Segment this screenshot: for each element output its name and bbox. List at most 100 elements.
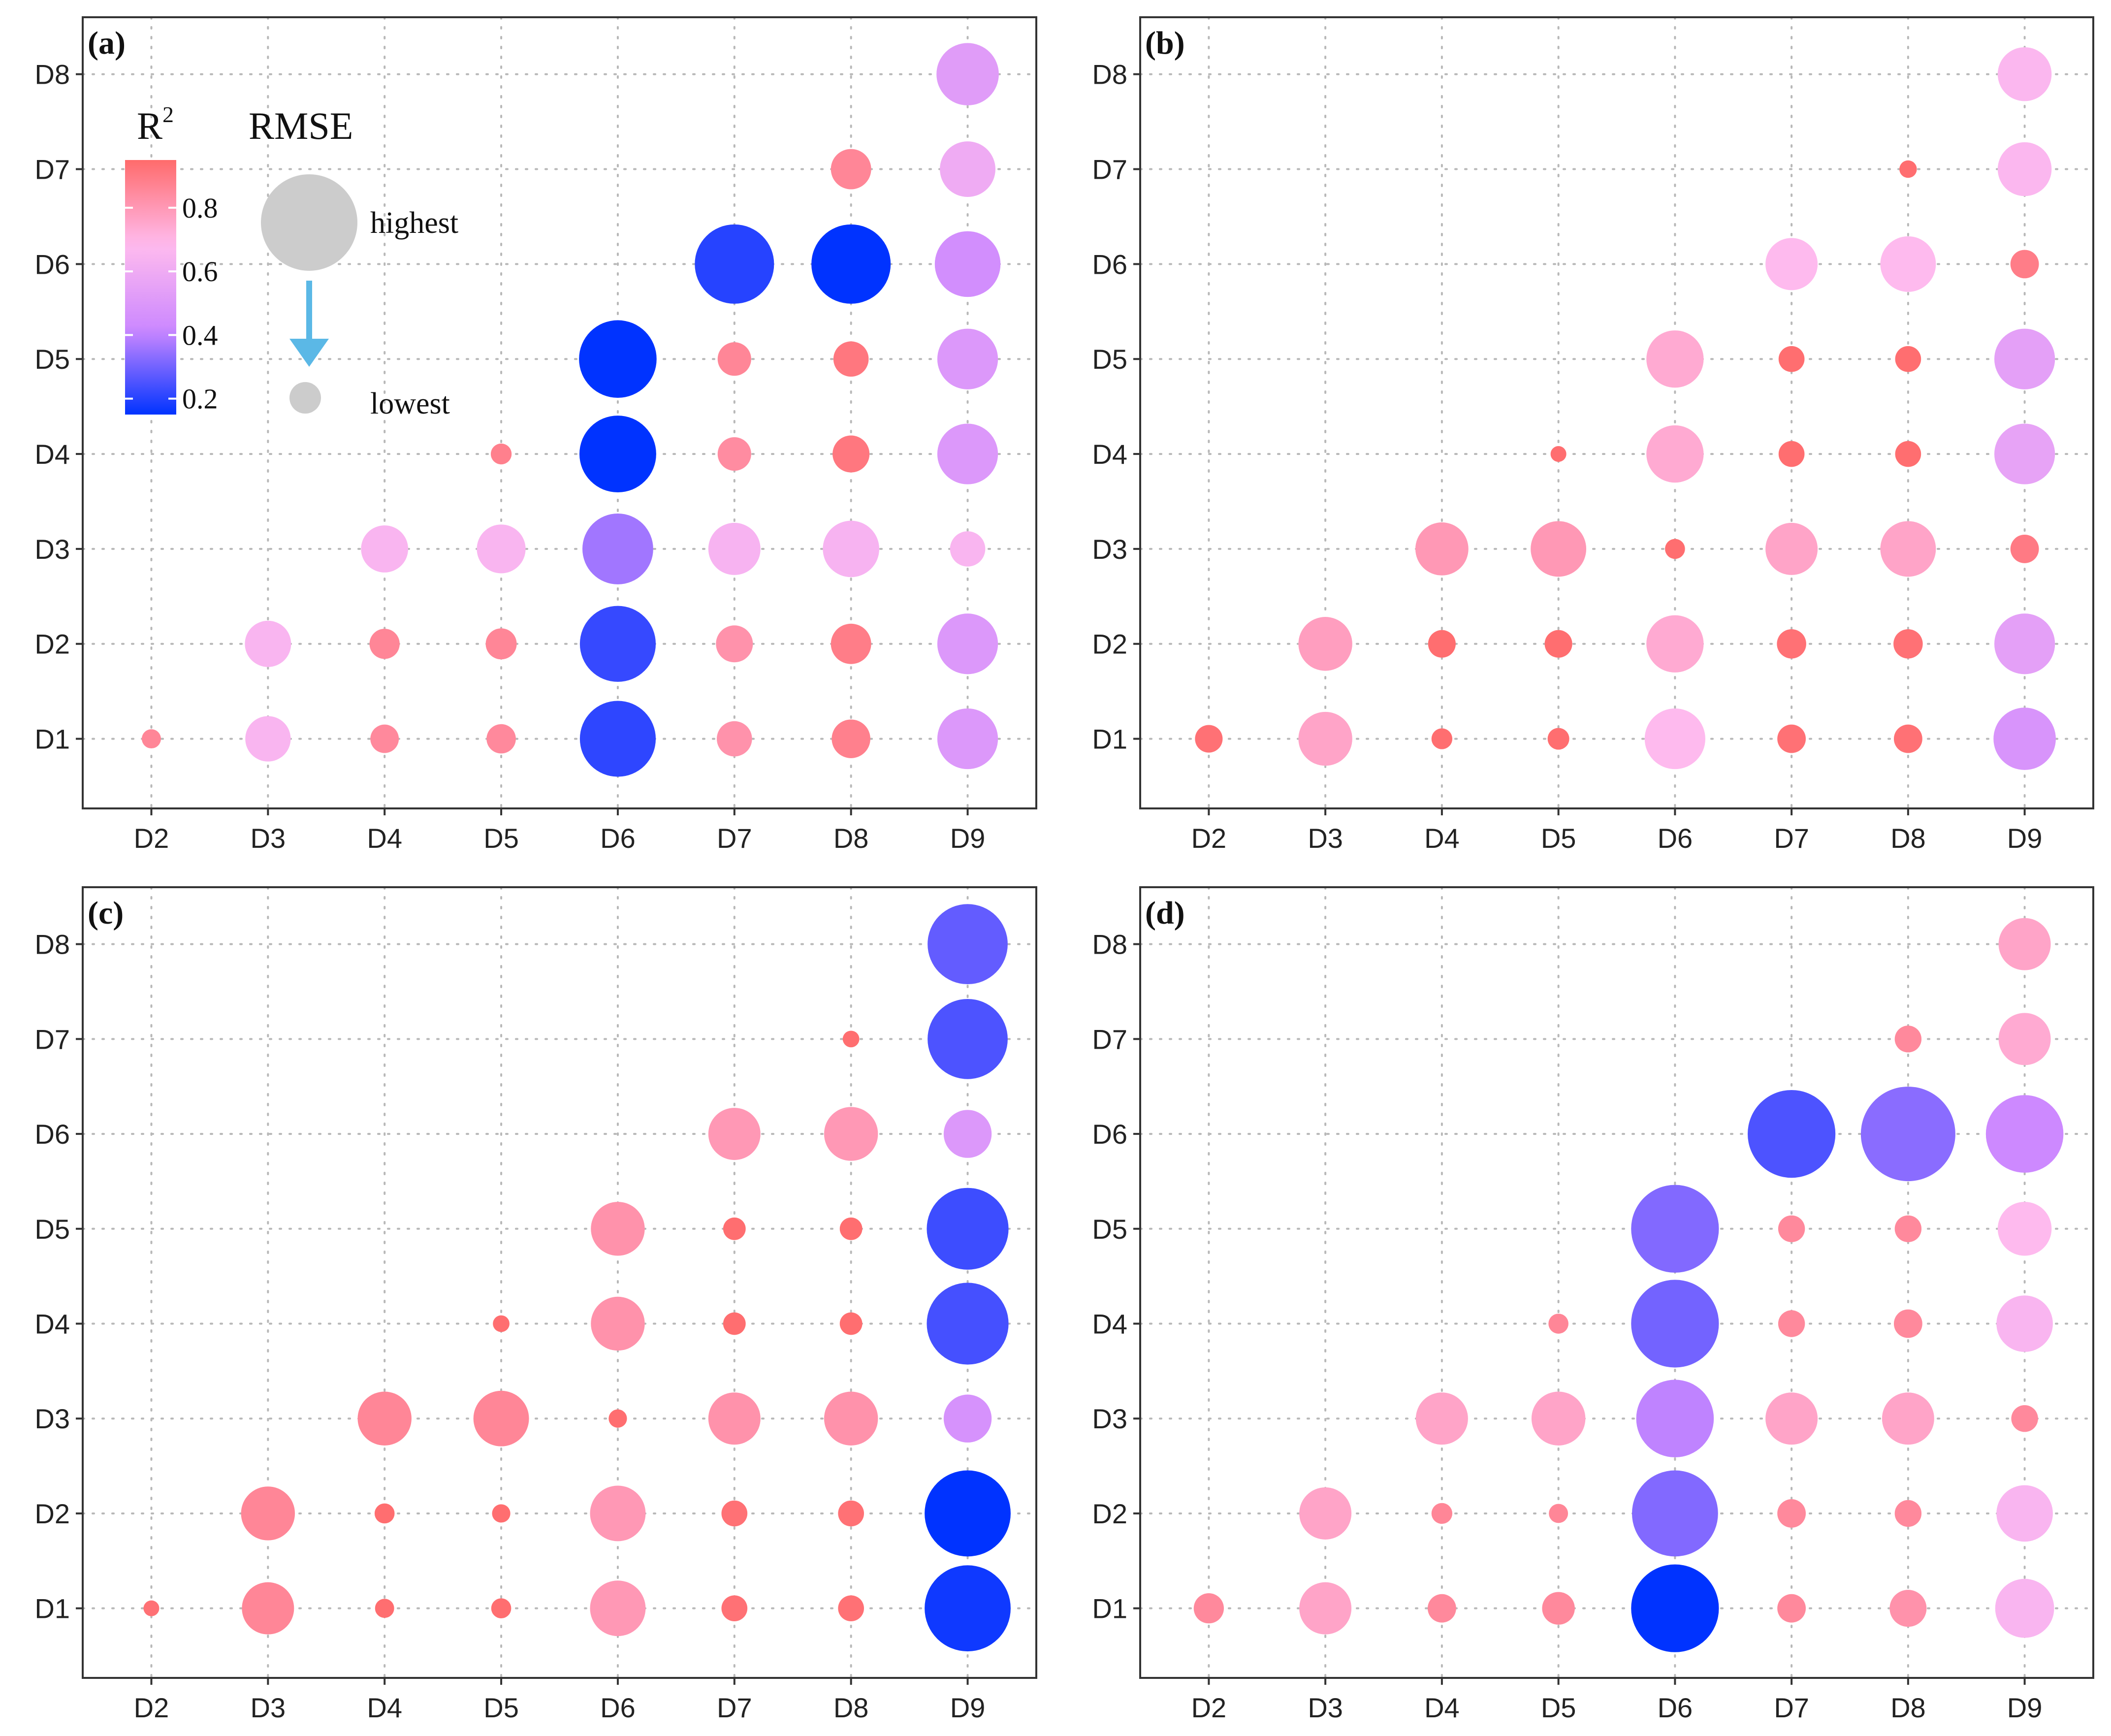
y-tick-label: D5: [1092, 344, 1127, 375]
y-tick-label: D5: [34, 1214, 70, 1245]
data-point: [936, 43, 999, 106]
x-tick-label: D2: [134, 823, 169, 854]
panel-d: D2 D3 D4 D5 D6 D7 D8 D9 D1 D2 D3 D4 D5 D6 D7 D8 (d): [1092, 886, 2094, 1723]
data-point: [579, 320, 657, 398]
data-point: [1542, 1592, 1575, 1625]
colorbar-title-base: R: [137, 104, 162, 147]
y-tick-label: D3: [1092, 534, 1127, 565]
data-point: [937, 613, 998, 675]
data-point: [1778, 1215, 1805, 1242]
data-point: [608, 1409, 627, 1428]
x-tick-label: D8: [833, 1692, 869, 1723]
data-point: [811, 224, 891, 304]
x-tick-label: D3: [251, 823, 286, 854]
y-tick-label: D4: [34, 1309, 70, 1340]
data-point: [839, 1217, 863, 1240]
data-point: [143, 1600, 160, 1616]
x-tick-label: D3: [1308, 1692, 1343, 1723]
data-point: [1777, 1594, 1806, 1623]
data-point: [1994, 328, 2055, 389]
x-tick-label: D2: [1191, 823, 1227, 854]
y-tick-label: D2: [1092, 1498, 1127, 1529]
x-tick-label: D7: [717, 823, 752, 854]
y-tick-label: D8: [1092, 929, 1127, 960]
data-point: [717, 437, 751, 471]
data-point: [723, 1312, 746, 1335]
data-point: [242, 1582, 294, 1635]
data-point: [1298, 711, 1352, 766]
data-point: [579, 416, 656, 493]
size-legend-low-circle: [289, 382, 321, 414]
data-point: [1550, 446, 1567, 462]
colorbar-tick-label: 0.4: [182, 319, 218, 351]
data-point: [357, 1391, 412, 1446]
data-point: [1299, 1487, 1352, 1540]
data-point: [142, 729, 161, 749]
data-point: [1997, 142, 2052, 196]
data-point: [1646, 615, 1704, 673]
x-tick-label: D4: [1424, 1692, 1460, 1723]
data-point: [1777, 724, 1806, 753]
data-point: [2010, 250, 2039, 279]
data-point: [1777, 629, 1806, 659]
data-point: [1765, 238, 1818, 290]
y-tick-label: D4: [1092, 1309, 1127, 1340]
colorbar: [125, 160, 176, 415]
data-point: [1985, 1095, 2064, 1173]
data-point: [925, 1470, 1011, 1557]
plot-frame: [82, 16, 1037, 809]
data-point: [937, 328, 998, 389]
y-tick-label: D6: [34, 249, 70, 280]
data-point: [493, 1315, 510, 1332]
data-point: [374, 1503, 395, 1524]
data-point: [1547, 728, 1569, 750]
data-point: [1893, 724, 1922, 753]
y-tick-label: D1: [1092, 724, 1127, 755]
x-tick-label: D3: [1308, 823, 1343, 854]
data-point: [832, 435, 870, 473]
data-point: [1665, 539, 1685, 559]
y-tick-label: D2: [34, 1498, 70, 1529]
plot-frame: [1139, 886, 2094, 1679]
data-point: [838, 1500, 864, 1527]
y-tick-label: D7: [1092, 154, 1127, 185]
x-tick-label: D8: [833, 823, 869, 854]
data-point: [1994, 423, 2055, 484]
y-tick-label: D7: [34, 1024, 70, 1055]
x-tick-label: D7: [1774, 1692, 1809, 1723]
colorbar-tick-label: 0.8: [182, 192, 218, 224]
data-point: [590, 1580, 646, 1637]
x-tick-label: D6: [600, 1692, 636, 1723]
data-point: [582, 513, 653, 584]
data-point: [1646, 330, 1704, 388]
data-point: [1994, 613, 2055, 675]
data-point: [477, 524, 526, 574]
data-point: [1895, 441, 1921, 467]
data-point: [1298, 617, 1352, 671]
x-tick-label: D6: [1658, 1692, 1693, 1723]
data-point: [245, 620, 291, 667]
data-point: [1193, 1593, 1224, 1624]
data-point: [1646, 425, 1704, 483]
x-tick-label: D7: [717, 1692, 752, 1723]
panel-label: (a): [88, 25, 126, 61]
plot-frame: [1139, 16, 2094, 809]
data-point: [721, 1500, 748, 1527]
x-tick-label: D8: [1890, 1692, 1926, 1723]
data-point: [1631, 1564, 1719, 1652]
data-point: [717, 342, 751, 376]
y-tick-label: D1: [34, 1593, 70, 1624]
y-tick-label: D2: [34, 629, 70, 660]
data-point: [2011, 1405, 2038, 1432]
x-tick-label: D5: [483, 823, 519, 854]
data-point: [1765, 522, 1818, 575]
y-tick-label: D6: [34, 1119, 70, 1150]
x-tick-label: D4: [367, 823, 402, 854]
data-point: [492, 1504, 511, 1523]
data-point: [1428, 630, 1456, 658]
x-tick-label: D5: [1541, 823, 1576, 854]
y-tick-label: D6: [1092, 249, 1127, 280]
data-point: [1778, 441, 1805, 467]
x-tick-label: D3: [251, 1692, 286, 1723]
data-point: [1995, 1578, 2054, 1638]
